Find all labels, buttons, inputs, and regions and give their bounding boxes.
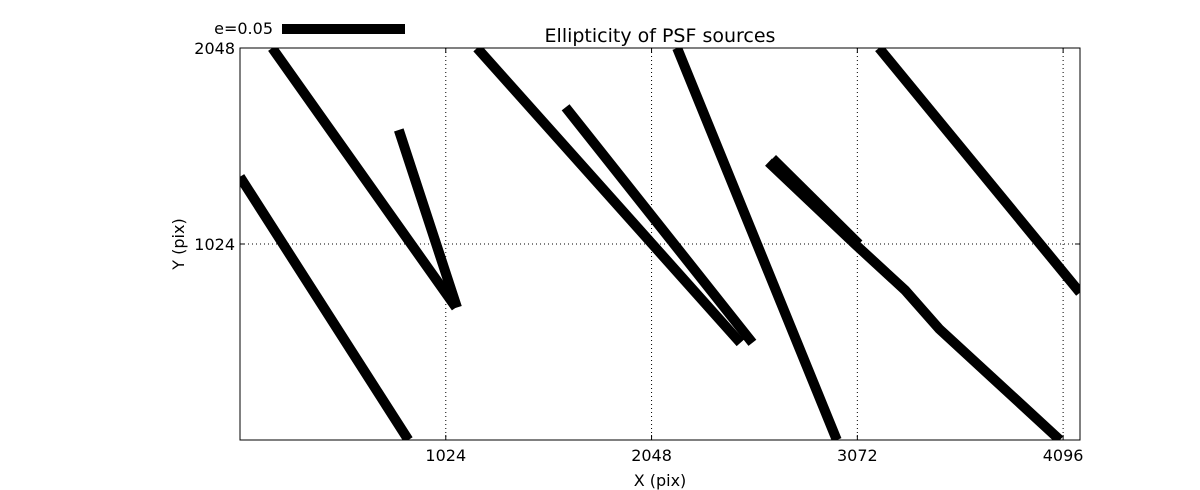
x-tick-label: 1024 (425, 446, 466, 465)
x-axis-label: X (pix) (634, 471, 687, 490)
y-axis-label: Y (pix) (169, 218, 188, 270)
axis-ticks (240, 47, 1080, 440)
whisker-2 (268, 48, 461, 311)
y-tick-label: 1024 (194, 235, 235, 254)
y-tick-label: 2048 (194, 39, 235, 58)
x-tick-label: 4096 (1043, 446, 1084, 465)
whisker-5 (561, 104, 757, 346)
x-tick-label: 3072 (837, 446, 878, 465)
scale-bar-label: e=0.05 (214, 19, 273, 38)
whisker-1 (240, 174, 413, 440)
whisker-9 (875, 48, 1080, 296)
whisker-8 (765, 158, 1064, 440)
whisker-3 (394, 128, 462, 310)
ellipticity-whiskers (240, 48, 1080, 440)
whisker-6 (672, 48, 842, 440)
whisker-4 (473, 48, 745, 347)
x-tick-label: 2048 (631, 446, 672, 465)
tick-labels: 1024 2048 3072 4096 1024 2048 (194, 39, 1083, 465)
chart-title: Ellipticity of PSF sources (545, 25, 776, 47)
